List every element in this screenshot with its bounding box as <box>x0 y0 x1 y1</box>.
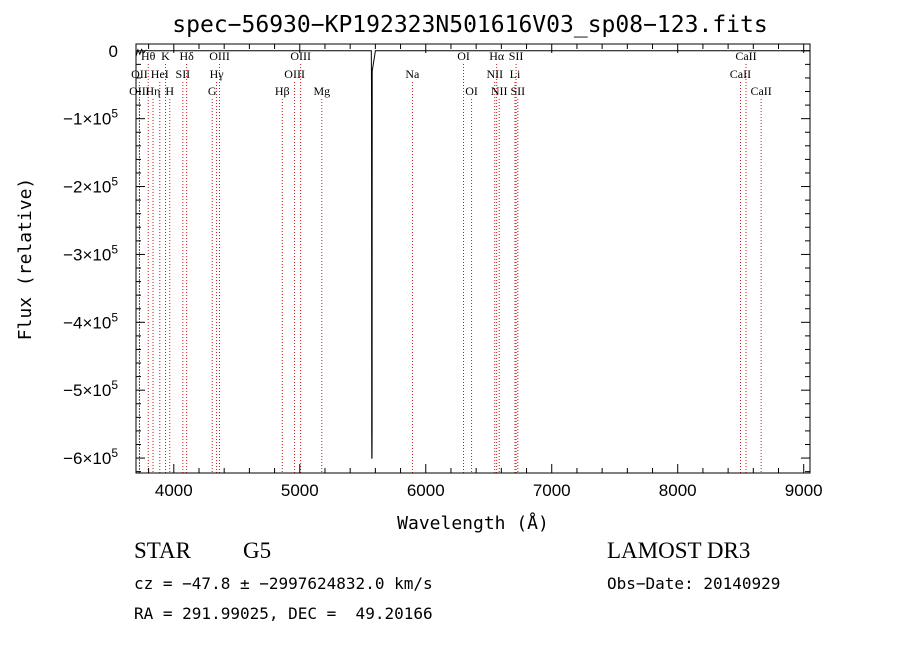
object-subclass: G5 <box>243 538 272 563</box>
y-tick-exponent: 5 <box>111 446 118 460</box>
x-tick-label: 4000 <box>155 481 193 500</box>
spectral-line-label: HeI <box>151 67 169 81</box>
spectral-line-label: OI <box>465 84 478 98</box>
spectral-line-label: SII <box>511 84 526 98</box>
y-tick-label: −2×105 <box>63 175 118 197</box>
x-tick-label: 6000 <box>407 481 445 500</box>
flux-series-line <box>135 48 810 459</box>
spectral-line-label: CaII <box>735 49 756 63</box>
x-axis: 4000 5000 6000 7000 8000 9000 <box>148 44 823 500</box>
redshift-cz: cz = −47.8 ± −2997624832.0 km/s <box>134 574 433 593</box>
spectral-line-label: Li <box>510 67 521 81</box>
spectral-line-label: OIII <box>209 49 230 63</box>
spectral-line-label: CaII <box>730 67 751 81</box>
x-tick-label: 5000 <box>281 481 319 500</box>
y-tick-mantissa: −6×10 <box>63 449 111 468</box>
y-tick-mantissa: −4×10 <box>63 313 111 332</box>
x-tick-label: 8000 <box>659 481 697 500</box>
y-tick-mantissa: 0 <box>109 42 118 61</box>
spectral-line-label: K <box>161 49 170 63</box>
y-tick-label: −5×105 <box>63 378 118 400</box>
spectral-line-label: SII <box>176 67 191 81</box>
plot-frame <box>135 43 811 474</box>
spectral-line-label: Na <box>405 67 420 81</box>
spectral-line-label: NII <box>486 67 503 81</box>
y-tick-exponent: 5 <box>111 242 118 256</box>
y-tick-label: −3×105 <box>63 242 118 264</box>
x-axis-label: Wavelength (Å) <box>397 512 549 534</box>
spectral-line-label: Hη <box>146 84 161 98</box>
spectral-line-label: Hδ <box>179 49 194 63</box>
y-axis: 0−1×105−2×105−3×105−4×105−5×105−6×105 <box>63 42 810 473</box>
spectral-line-label: CaII <box>750 84 771 98</box>
spectral-line-label: OII <box>131 67 148 81</box>
spectral-line-label: Hθ <box>141 49 156 63</box>
y-axis-label: Flux (relative) <box>15 178 36 341</box>
spectral-line-label: OIII <box>129 84 150 98</box>
spectral-line-label: Hα <box>489 49 505 63</box>
coordinates: RA = 291.99025, DEC = 49.20166 <box>134 604 433 623</box>
spectral-line-label: OI <box>457 49 470 63</box>
x-tick-label: 7000 <box>533 481 571 500</box>
y-tick-mantissa: −5×10 <box>63 381 111 400</box>
y-tick-mantissa: −1×10 <box>63 110 111 129</box>
spectral-line-label: Mg <box>313 84 330 98</box>
y-tick-exponent: 5 <box>111 175 118 189</box>
y-tick-label: 0 <box>109 42 118 61</box>
y-tick-exponent: 5 <box>111 107 118 121</box>
y-tick-label: −4×105 <box>63 310 118 332</box>
y-tick-label: −1×105 <box>63 107 118 129</box>
spectral-line-label: G <box>208 84 217 98</box>
y-tick-mantissa: −3×10 <box>63 245 111 264</box>
spectral-line-label: OIII <box>284 67 305 81</box>
spectral-line-label: Hγ <box>210 67 225 81</box>
observation-date: Obs−Date: 20140929 <box>607 574 781 593</box>
spectral-line-label: SII <box>509 49 524 63</box>
spectral-line-label: Hβ <box>275 84 290 98</box>
y-tick-label: −6×105 <box>63 446 118 468</box>
spectral-line-label: OIII <box>290 49 311 63</box>
chart-title: spec−56930−KP192323N501616V03_sp08−123.f… <box>172 12 767 38</box>
x-tick-label: 9000 <box>785 481 823 500</box>
spectral-line-label: H <box>165 84 174 98</box>
y-tick-exponent: 5 <box>111 378 118 392</box>
survey-name: LAMOST DR3 <box>607 538 751 563</box>
spectral-line-label: NII <box>491 84 508 98</box>
y-tick-mantissa: −2×10 <box>63 178 111 197</box>
object-class: STAR <box>134 538 191 563</box>
y-tick-exponent: 5 <box>111 310 118 324</box>
